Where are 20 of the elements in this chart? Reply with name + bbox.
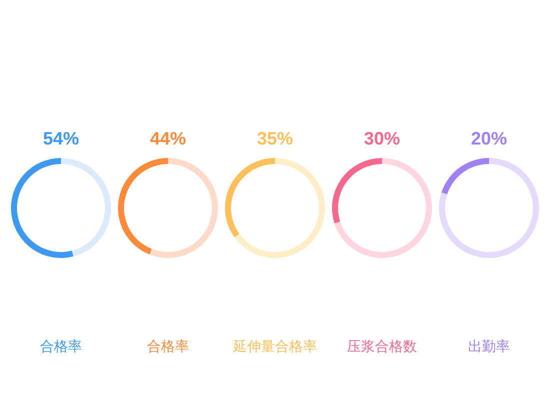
donut-slice [332, 158, 382, 224]
donut-slice [61, 158, 111, 256]
donut-slice [118, 158, 168, 254]
donut-slice [225, 158, 275, 238]
donut-slice [334, 158, 432, 258]
donut-slice [441, 158, 489, 194]
data-label: 35% [256, 128, 294, 148]
data-label: 54% [42, 128, 80, 148]
text: 合格率 [147, 338, 189, 356]
data-label: 20% [470, 128, 508, 148]
text: 压浆合格数 [347, 338, 417, 356]
donut-slice [439, 158, 539, 258]
donut-slice [234, 158, 325, 258]
donut-slice [11, 158, 74, 258]
data-label: 30% [364, 128, 400, 148]
text: 延伸量合格率 [233, 338, 317, 356]
text: 合格率 [40, 338, 82, 356]
donut-slice [150, 158, 218, 258]
data-label: 44% [150, 128, 186, 148]
text: 出勤率 [468, 338, 510, 356]
